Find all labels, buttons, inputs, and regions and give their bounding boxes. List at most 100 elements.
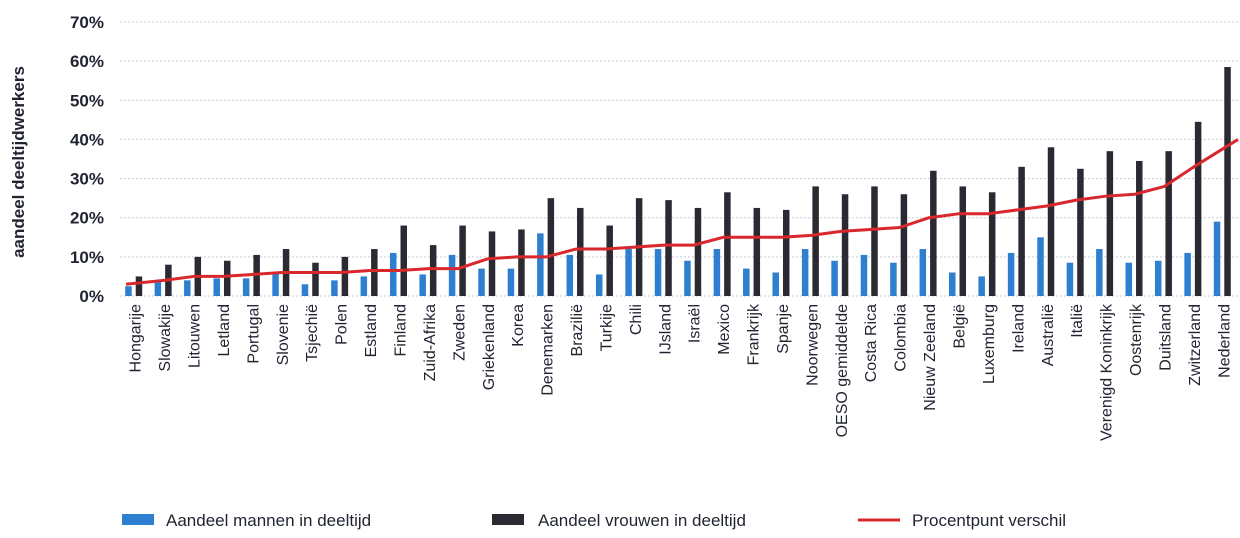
legend-label-difference: Procentpunt verschil xyxy=(912,511,1066,530)
x-tick-label: OESO gemiddelde xyxy=(834,304,851,438)
x-tick-label: Frankrijk xyxy=(746,303,763,365)
bar-men xyxy=(684,260,691,296)
bar-women xyxy=(1136,160,1143,296)
bar-women xyxy=(694,207,702,296)
x-tick-label: Nederland xyxy=(1216,304,1233,378)
bar-women xyxy=(1047,147,1055,296)
bar-women xyxy=(341,256,349,296)
bar-men xyxy=(713,249,721,296)
bar-women xyxy=(724,192,731,296)
bar-men xyxy=(390,252,397,296)
bar-men xyxy=(419,274,426,296)
x-tick-label: Slovenie xyxy=(275,304,292,365)
bar-men xyxy=(213,278,220,296)
difference-line-path xyxy=(125,138,1239,286)
bar-men xyxy=(743,268,750,296)
bar-men xyxy=(890,262,897,296)
bar-men xyxy=(478,268,485,296)
x-tick-label: Oostenrijk xyxy=(1128,303,1145,376)
bar-women xyxy=(1224,67,1231,296)
bar-women xyxy=(812,186,819,296)
x-tick-label: Turkije xyxy=(598,304,615,352)
bar-men xyxy=(978,276,985,296)
legend-label-men: Aandeel mannen in deeltijd xyxy=(166,511,371,530)
bar-men xyxy=(801,249,809,296)
x-tick-label: Costa Rica xyxy=(863,304,880,382)
bar-women xyxy=(1077,168,1084,296)
y-axis-ticks: 0% 10% 20% 30% 40% 50% 60% 70% xyxy=(70,13,104,306)
legend-swatch-men xyxy=(122,514,154,525)
bar-women xyxy=(841,194,849,296)
bar-women xyxy=(606,225,613,296)
bar-men xyxy=(1125,262,1133,296)
x-tick-label: België xyxy=(952,304,969,349)
bar-men xyxy=(448,254,456,296)
x-tick-label: Israël xyxy=(687,304,704,343)
x-tick-label: Korea xyxy=(510,304,527,347)
bar-men xyxy=(242,278,250,296)
bar-women xyxy=(312,262,319,296)
x-tick-label: Australië xyxy=(1040,304,1057,366)
bar-women xyxy=(459,225,466,296)
x-tick-label: Denemarken xyxy=(540,304,557,396)
bar-women xyxy=(959,186,966,296)
x-tick-label: Zwitzerland xyxy=(1187,304,1204,386)
bar-men xyxy=(331,280,338,296)
bar-women xyxy=(753,207,761,296)
x-tick-label: Duitsland xyxy=(1157,304,1174,371)
legend-label-women: Aandeel vrouwen in deeltijd xyxy=(538,511,746,530)
x-tick-label: Zweden xyxy=(451,304,468,361)
x-tick-label: Mexico xyxy=(716,304,733,355)
x-tick-label: Ireland xyxy=(1010,304,1027,353)
x-axis-ticks: Hongarije Slowakije Litouwen Letland Portuga… xyxy=(128,303,1234,441)
x-tick-label: Slowakije xyxy=(157,304,174,372)
y-tick-label: 10% xyxy=(70,248,104,267)
x-tick-label: Griekenland xyxy=(481,304,498,390)
y-tick-label: 60% xyxy=(70,52,104,71)
bar-men xyxy=(595,274,603,296)
bar-women xyxy=(900,194,908,296)
bar-women xyxy=(135,276,143,296)
bar-women xyxy=(871,186,878,296)
bar-men xyxy=(1184,252,1191,296)
x-tick-label: Nieuw Zeeland xyxy=(922,304,939,411)
x-tick-label: Colombia xyxy=(893,304,910,372)
bar-women xyxy=(930,170,937,296)
x-tick-label: Italië xyxy=(1069,304,1086,338)
bar-men xyxy=(125,286,132,296)
bar-men xyxy=(360,276,368,296)
y-axis-label: aandeel deeltijdwerkers xyxy=(9,66,28,258)
bar-men xyxy=(1096,249,1103,296)
bar-men xyxy=(772,272,779,296)
bar-women xyxy=(371,249,378,296)
y-tick-label: 0% xyxy=(79,287,104,306)
bar-women xyxy=(518,229,525,296)
y-tick-label: 70% xyxy=(70,13,104,32)
x-tick-label: Zuid-Afrika xyxy=(422,304,439,381)
bar-women xyxy=(988,192,996,296)
bar-men xyxy=(301,284,309,296)
legend: Aandeel mannen in deeltijd Aandeel vrouw… xyxy=(122,511,1066,530)
x-tick-label: IJsland xyxy=(657,304,674,355)
bar-men xyxy=(566,254,574,296)
x-tick-label: Letland xyxy=(216,304,233,357)
bar-women xyxy=(577,207,584,296)
x-tick-label: Chili xyxy=(628,304,645,335)
x-tick-label: Tsjechië xyxy=(304,304,321,362)
bar-men xyxy=(272,272,279,296)
bar-men xyxy=(1154,260,1162,296)
bar-women xyxy=(547,198,555,296)
x-tick-label: Brazilië xyxy=(569,304,586,357)
bars xyxy=(125,67,1231,296)
bar-men xyxy=(1037,237,1044,296)
bar-women xyxy=(1106,151,1114,296)
bar-men xyxy=(949,272,956,296)
bar-men xyxy=(537,233,544,296)
bar-women xyxy=(782,209,790,296)
bar-women xyxy=(488,231,496,296)
x-tick-label: Polen xyxy=(334,304,351,345)
x-tick-label: Portugal xyxy=(245,304,262,364)
bar-men xyxy=(860,254,868,296)
